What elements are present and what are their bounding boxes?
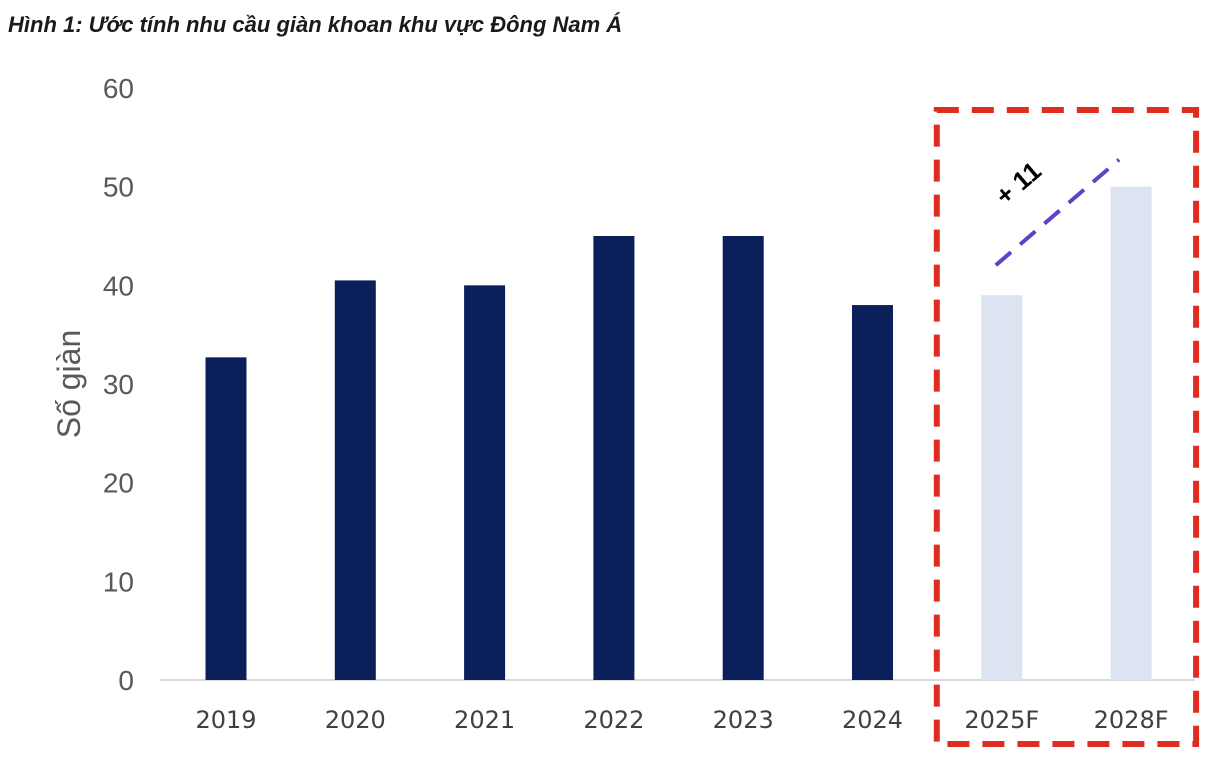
bar-2025f xyxy=(981,295,1023,680)
bar-2028f xyxy=(1110,186,1152,680)
growth-annotation: + 11 xyxy=(989,156,1046,211)
x-tick-label: 2023 xyxy=(713,706,774,734)
y-tick-label: 10 xyxy=(103,566,134,597)
trend-line xyxy=(994,158,1121,267)
y-tick-label: 60 xyxy=(103,73,134,104)
y-tick-label: 30 xyxy=(103,369,134,400)
chart-title: Hình 1: Ước tính nhu cầu giàn khoan khu … xyxy=(8,12,623,37)
bar-2021 xyxy=(464,285,506,680)
y-tick-label: 50 xyxy=(103,172,134,203)
bar-2019 xyxy=(205,357,247,680)
x-tick-label: 2020 xyxy=(325,706,386,734)
x-tick-label: 2024 xyxy=(842,706,903,734)
x-tick-label: 2019 xyxy=(195,706,256,734)
y-tick-label: 40 xyxy=(103,270,134,301)
forecast-highlight-box xyxy=(933,107,1200,747)
y-tick-label: 20 xyxy=(103,468,134,499)
x-tick-label: 2028F xyxy=(1094,706,1169,734)
bar-2023 xyxy=(722,236,764,680)
y-tick-label: 0 xyxy=(118,665,134,696)
bar-2024 xyxy=(852,305,893,680)
x-tick-label: 2021 xyxy=(454,706,515,734)
bar-2022 xyxy=(593,236,635,680)
bar-2020 xyxy=(334,280,376,680)
y-axis-title: Số giàn xyxy=(51,330,87,439)
x-tick-label: 2022 xyxy=(583,706,644,734)
x-tick-label: 2025F xyxy=(964,706,1039,734)
